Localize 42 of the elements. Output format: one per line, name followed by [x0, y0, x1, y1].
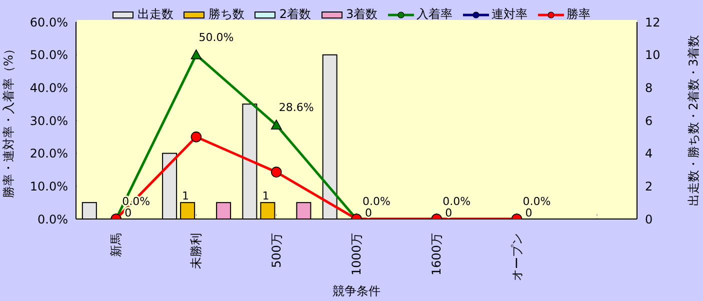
legend-label: 連対率 [492, 6, 528, 23]
y2-tick-label: 0 [645, 212, 653, 226]
x-tick-label: 新馬 [109, 233, 124, 257]
y2-tick-label: 12 [645, 15, 660, 30]
legend-label: 勝ち数 [208, 6, 244, 23]
data-label: 1 [182, 190, 190, 203]
y2-tick-label: 8 [645, 80, 653, 95]
x-tick-label: オープン [510, 233, 524, 281]
legend-label: 入着率 [416, 6, 453, 23]
y-tick-label: 30.0% [30, 114, 68, 128]
y2-tick-label: 10 [645, 48, 660, 62]
x-tick-label: 1600万 [430, 233, 444, 276]
y2-tick-label: 6 [645, 114, 653, 128]
y2-axis-title: 出走数・勝ち数・2着数・3着数 [686, 34, 700, 206]
y-tick-label: 0.0% [38, 212, 68, 226]
legend-label: 2着数 [279, 6, 311, 23]
x-tick-label: 500万 [269, 233, 284, 268]
data-label: 0.0% [362, 195, 390, 208]
y-tick-label: 10.0% [30, 179, 68, 194]
data-label: 0 [365, 206, 372, 220]
legend-label: 勝率 [566, 6, 591, 23]
legend-label: 3着数 [346, 6, 378, 23]
data-label: 0.0% [442, 195, 471, 208]
y-tick-label: 20.0% [30, 146, 68, 161]
y-tick-label: 50.0% [30, 48, 68, 62]
data-label: 0.0% [522, 195, 551, 208]
x-tick-label: 1000万 [350, 233, 364, 276]
data-label: 0 [124, 206, 132, 220]
data-label: 1 [262, 190, 270, 203]
y2-tick-label: 2 [645, 179, 653, 194]
y-axis-title: 勝率・連対率・入着率（%） [1, 42, 16, 198]
x-tick-label: 未勝利 [189, 233, 204, 269]
y2-tick-label: 4 [645, 146, 653, 161]
data-label: 50.0% [198, 30, 234, 44]
y-tick-label: 60.0% [30, 15, 68, 30]
x-axis-title: 競争条件 [332, 284, 380, 298]
legend-label: 出走数 [137, 6, 174, 23]
point [190, 132, 202, 142]
data-label: 0 [525, 206, 532, 220]
y-tick-label: 40.0% [30, 80, 68, 95]
data-label: 28.6% [278, 101, 314, 114]
data-label: 0 [445, 206, 452, 220]
